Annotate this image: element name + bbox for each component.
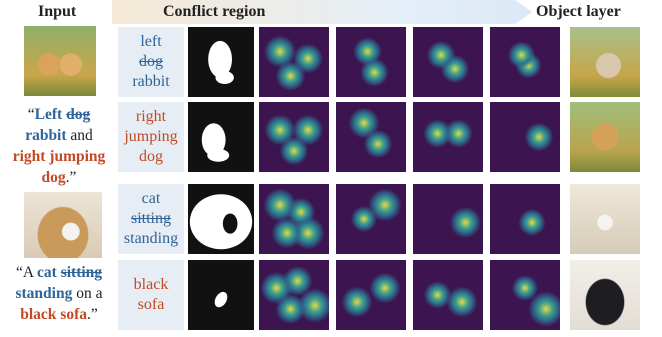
input-header: Input (38, 3, 76, 21)
caption-line: black sofa.” (0, 304, 118, 325)
label-word: jumping (124, 127, 177, 147)
caption-segment: standing (15, 285, 72, 302)
caption-line: standing on a (0, 283, 118, 304)
caption-line: dog.” (0, 167, 118, 188)
heatmap (490, 260, 560, 330)
caption-segment: “A (16, 264, 33, 281)
heatmap (490, 102, 560, 172)
label-word: dog (139, 147, 163, 167)
heatmap (259, 184, 329, 254)
mask-shape (188, 184, 254, 254)
object-layer-image (570, 184, 640, 254)
heatmap (490, 184, 560, 254)
caption-line: right jumping (0, 146, 118, 167)
heatmap (413, 184, 483, 254)
caption-segment: black sofa (20, 306, 87, 323)
caption-line: rabbit and (0, 125, 118, 146)
mask (188, 27, 254, 97)
heatmap (413, 27, 483, 97)
label-word: black (134, 275, 169, 295)
mask (188, 102, 254, 172)
heatmap (490, 27, 560, 97)
mask (188, 260, 254, 330)
conflict-header: Conflict region (163, 3, 265, 21)
label-word: right (136, 107, 166, 127)
caption-segment: rabbit (25, 127, 66, 144)
label-word: left (140, 32, 161, 52)
caption-segment: on a (76, 285, 102, 302)
caption-segment: and (70, 127, 92, 144)
caption-line: “A cat sitting (0, 262, 118, 283)
input-image-dogs (24, 26, 96, 96)
caption-segment: dog (66, 106, 90, 123)
heatmap (259, 102, 329, 172)
object-layer-image (570, 102, 640, 172)
caption-line: “Left dog (0, 104, 118, 125)
label-word: standing (124, 229, 178, 249)
label-word: sitting (131, 209, 171, 229)
caption-segment: .” (87, 306, 98, 323)
mask-shape (188, 260, 254, 330)
object-layer-image (570, 27, 640, 97)
label-word: dog (139, 52, 163, 72)
caption-segment: .” (66, 169, 77, 186)
label-word: rabbit (132, 72, 169, 92)
heatmap (413, 260, 483, 330)
heatmap (336, 184, 406, 254)
heatmap (336, 260, 406, 330)
caption-segment: “ (28, 106, 35, 123)
heatmap (259, 27, 329, 97)
heatmap (259, 260, 329, 330)
caption-segment: dog (42, 169, 66, 186)
figure: Input Conflict region Object layer “Left… (0, 0, 662, 337)
caption-segment: right jumping (13, 148, 106, 165)
heatmap (413, 102, 483, 172)
mask (188, 184, 254, 254)
heatmap (336, 27, 406, 97)
label-word: sofa (138, 295, 165, 315)
input-image-cat (24, 192, 102, 258)
caption-segment: Left (35, 106, 63, 123)
mask-shape (188, 27, 254, 97)
heatmap (336, 102, 406, 172)
object-layer-image (570, 260, 640, 330)
mask-shape (188, 102, 254, 172)
label-word: cat (142, 189, 161, 209)
object-header: Object layer (536, 3, 621, 21)
caption-segment: sitting (61, 264, 102, 281)
caption-segment: cat (37, 264, 57, 281)
